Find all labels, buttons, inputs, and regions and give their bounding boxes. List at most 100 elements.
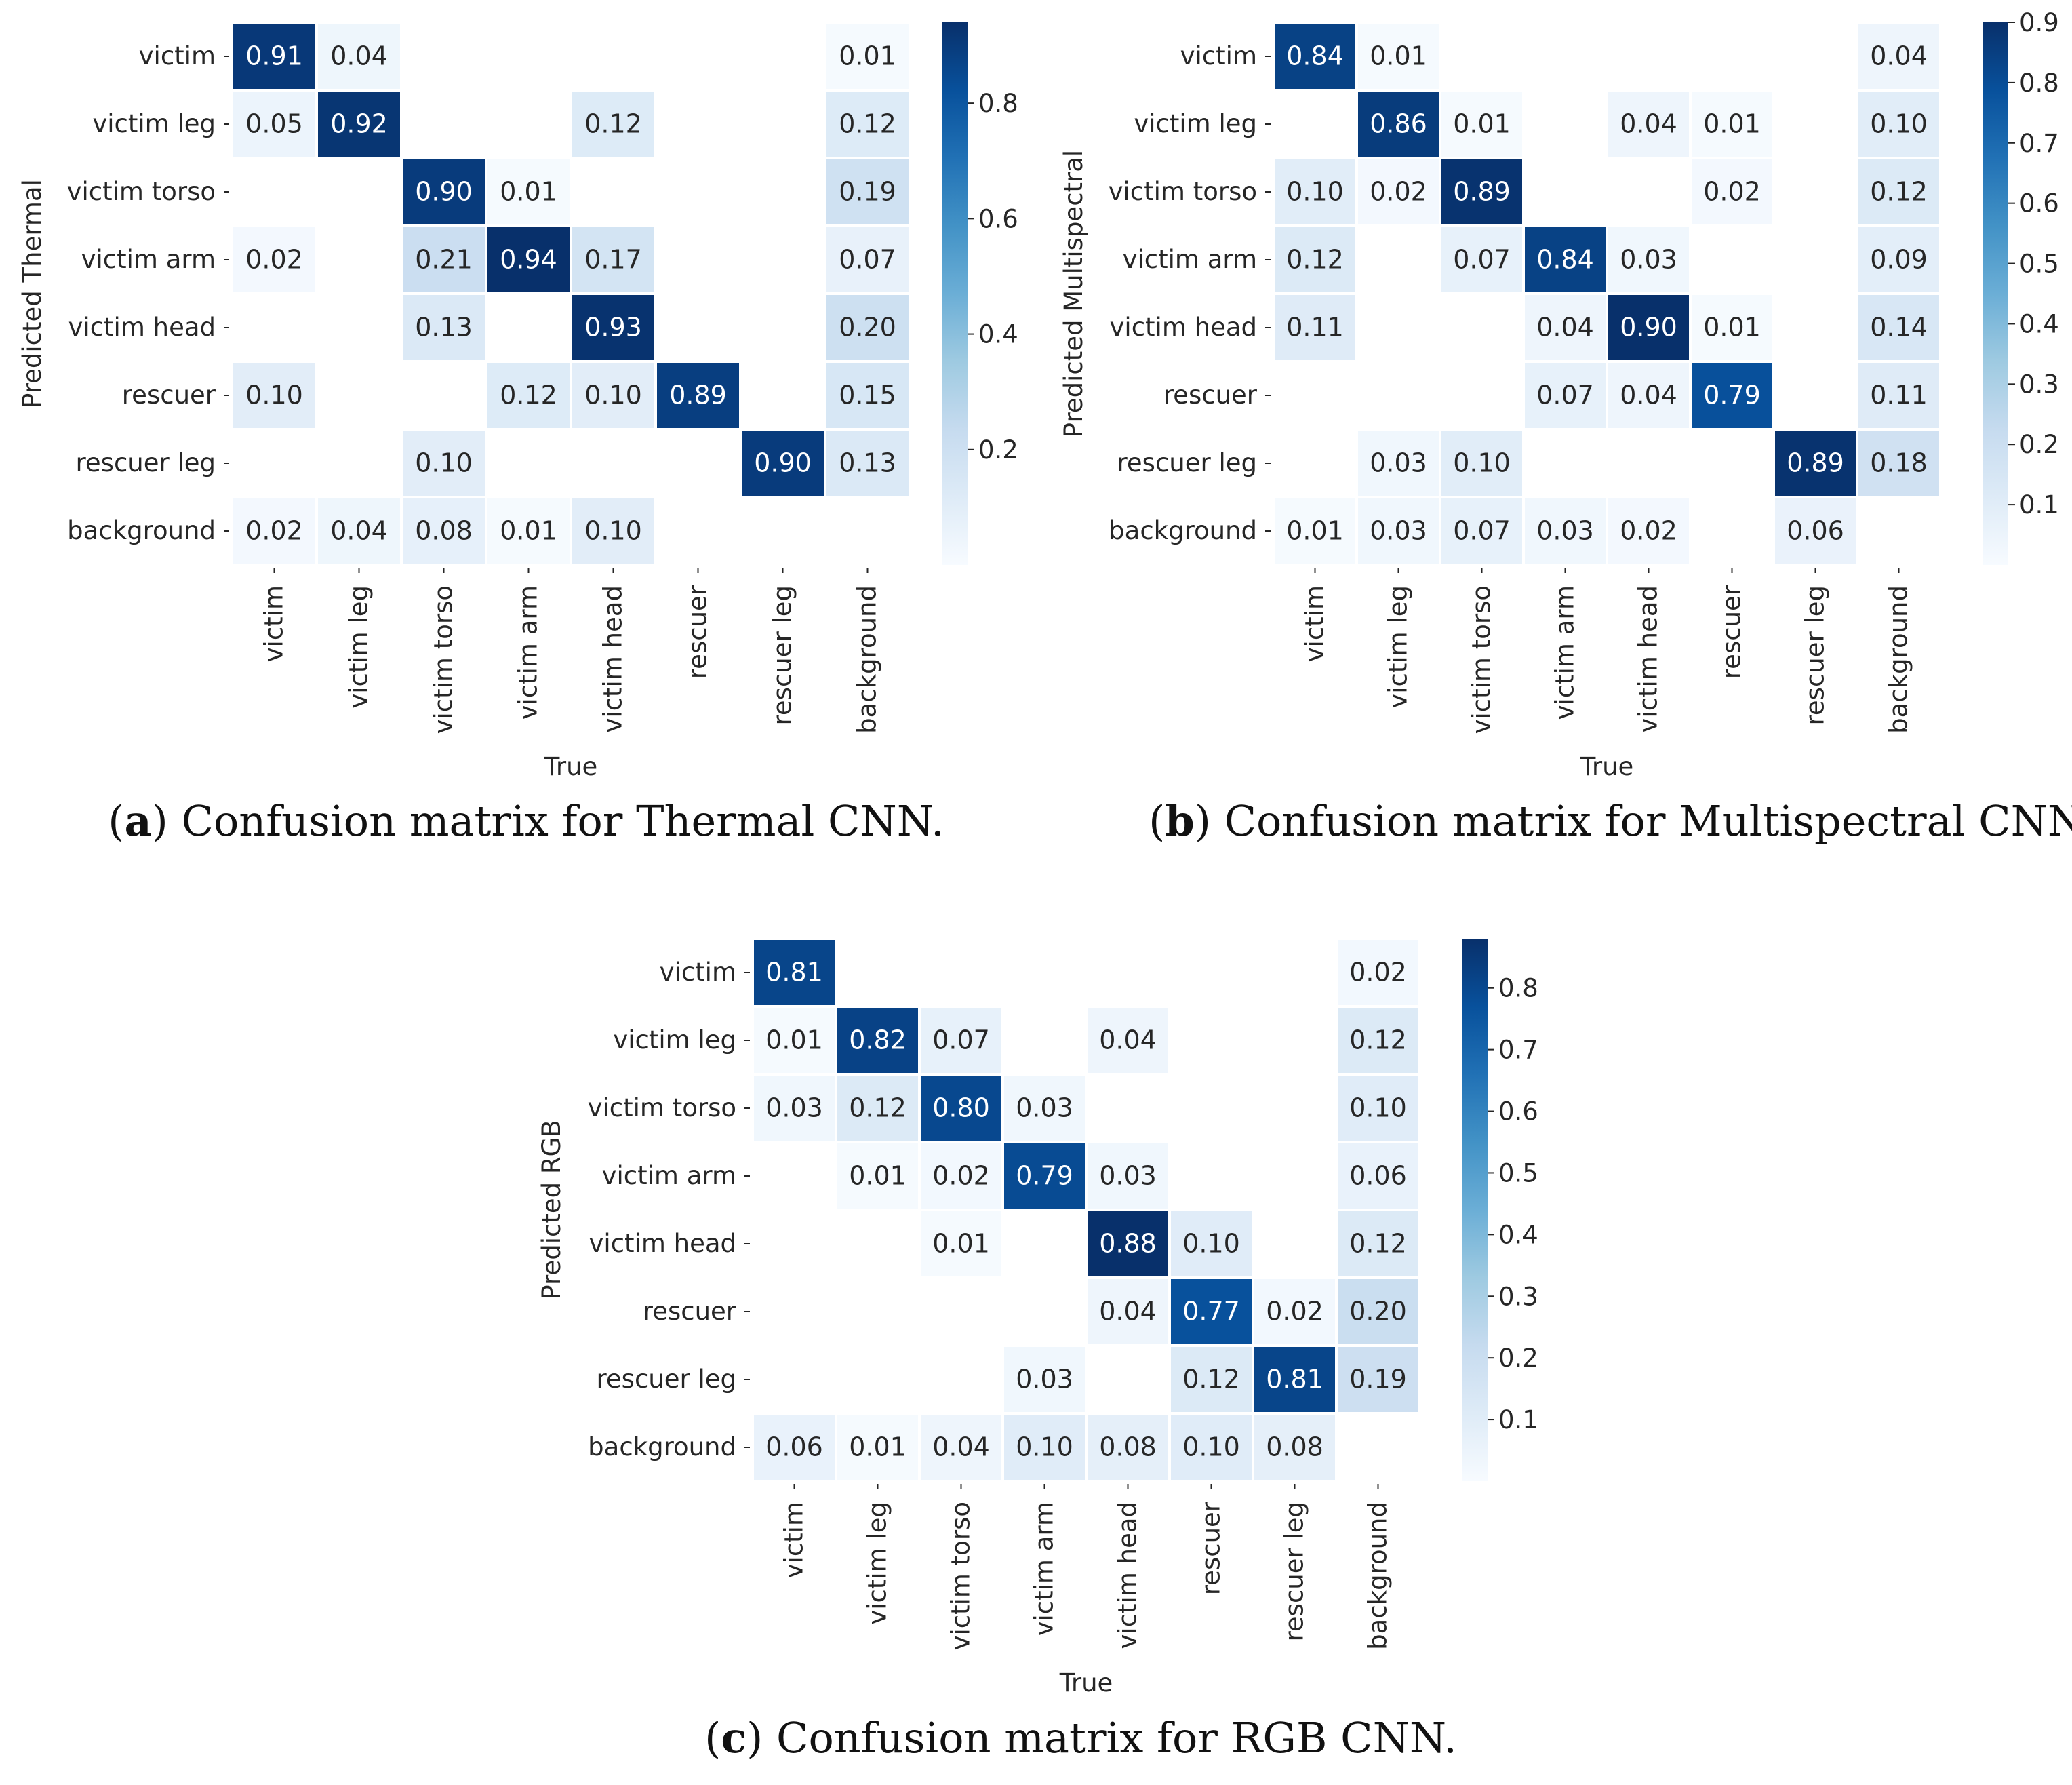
y-tick-label: victim leg (613, 1025, 736, 1055)
y-tick-label: victim torso (588, 1093, 736, 1122)
heatmap-cell (1858, 92, 1939, 157)
heatmap-cell (1338, 1143, 1418, 1209)
heatmap-cell (1171, 1211, 1252, 1276)
colorbar-tick-label: 0.2 (978, 435, 1018, 465)
heatmap-cell (1088, 1211, 1168, 1276)
cell-value-label: 0.12 (584, 109, 642, 139)
heatmap-cell (1692, 92, 1772, 157)
panel-letter: a (124, 796, 151, 846)
cell-value-label: 0.13 (839, 448, 896, 478)
cell-value-label: 0.01 (500, 177, 557, 207)
heatmap-cell (1004, 1143, 1085, 1209)
x-axis-label: True (1580, 752, 1634, 781)
heatmap-cell (1525, 498, 1606, 564)
cell-value-label: 0.10 (1349, 1093, 1407, 1123)
heatmap-cell (921, 1143, 1001, 1209)
x-tick-label: victim leg (1384, 585, 1413, 709)
heatmap-cell (1608, 295, 1689, 360)
cell-value-label: 0.03 (1620, 245, 1677, 275)
cell-value-label: 0.02 (1349, 958, 1407, 987)
y-tick-label: victim head (68, 313, 216, 342)
heatmap-cell (754, 1415, 835, 1480)
colorbar-tick-label: 0.6 (1498, 1097, 1538, 1126)
heatmap-cell (754, 940, 835, 1005)
cell-value-label: 0.81 (1266, 1365, 1323, 1394)
heatmap-cell (837, 1076, 918, 1141)
heatmap-cell (1858, 159, 1939, 224)
heatmap-cell (1004, 1415, 1085, 1480)
heatmap-cell (921, 1008, 1001, 1073)
cell-value-label: 0.04 (1620, 109, 1677, 139)
panel-letter: b (1165, 796, 1194, 846)
heatmap-cell (1692, 295, 1772, 360)
cell-value-label: 0.08 (1266, 1432, 1323, 1462)
cell-value-label: 0.12 (849, 1093, 906, 1123)
cell-value-label: 0.02 (1620, 516, 1677, 546)
cell-value-label: 0.12 (500, 380, 557, 410)
heatmap-cell (1088, 1279, 1168, 1344)
colorbar-tick-label: 0.7 (2019, 129, 2059, 158)
y-tick-label: victim leg (92, 109, 216, 138)
colorbar (942, 22, 968, 565)
heatmap-cell (1275, 227, 1355, 292)
heatmap-cell (1338, 1347, 1418, 1412)
heatmap-cell (403, 159, 485, 224)
cell-value-label: 0.12 (839, 109, 896, 139)
colorbar-tick-label: 0.7 (1498, 1036, 1538, 1065)
cell-value-label: 0.90 (1620, 313, 1677, 342)
heatmap-cell (826, 227, 909, 292)
cell-value-label: 0.03 (1536, 516, 1594, 546)
colorbar-tick-label: 0.5 (1498, 1158, 1538, 1188)
cell-value-label: 0.06 (1787, 516, 1844, 546)
heatmap-cell (1608, 92, 1689, 157)
y-tick-label: victim (660, 958, 736, 987)
cell-value-label: 0.04 (1099, 1297, 1157, 1327)
heatmap-cell (233, 92, 315, 157)
cell-value-label: 0.89 (669, 380, 727, 410)
colorbar-tick-label: 0.4 (2019, 309, 2059, 338)
x-tick-label: victim head (1113, 1502, 1142, 1649)
heatmap-cell (1358, 431, 1439, 496)
x-tick-label: rescuer (683, 585, 713, 679)
cell-value-label: 0.01 (500, 516, 557, 546)
heatmap-cell (572, 92, 654, 157)
heatmap-cell (318, 498, 400, 564)
heatmap-cell (826, 24, 909, 89)
cell-value-label: 0.07 (1453, 516, 1511, 546)
x-axis-label: True (544, 752, 598, 781)
y-tick-label: victim leg (1134, 109, 1257, 138)
heatmap-cell (487, 498, 570, 564)
x-tick-label: victim leg (344, 585, 374, 709)
cell-value-label: 0.03 (1016, 1093, 1073, 1123)
heatmap-cell (657, 363, 739, 428)
colorbar-tick-label: 0.8 (978, 89, 1018, 118)
heatmap-cell (1088, 1415, 1168, 1480)
cell-value-label: 0.01 (765, 1025, 823, 1055)
cell-value-label: 0.06 (765, 1432, 823, 1462)
cell-value-label: 0.90 (754, 448, 812, 478)
cell-value-label: 0.92 (330, 109, 388, 139)
y-axis-label: Predicted Thermal (18, 179, 47, 408)
heatmap-cell (1358, 498, 1439, 564)
heatmap-cell (233, 24, 315, 89)
cell-value-label: 0.09 (1870, 245, 1928, 275)
heatmap-panel-c: 0.81 0.020.01 0.82 0.07 0.04 0.120.03 0.12 0.80… (537, 939, 1538, 1763)
cell-value-label: 0.19 (1349, 1365, 1407, 1394)
heatmap-cell (1775, 431, 1856, 496)
heatmap-cell (487, 159, 570, 224)
x-tick-label: rescuer (1717, 585, 1747, 679)
cell-value-label: 0.07 (932, 1025, 990, 1055)
heatmap-cell (572, 498, 654, 564)
x-tick-label: background (1363, 1502, 1393, 1650)
cell-value-label: 0.02 (1370, 177, 1427, 207)
heatmap-cell (1441, 227, 1522, 292)
x-tick-label: victim torso (947, 1502, 976, 1650)
cell-value-label: 0.10 (245, 380, 303, 410)
y-tick-label: victim torso (67, 177, 216, 206)
cell-value-label: 0.19 (839, 177, 896, 207)
y-tick-label: rescuer leg (597, 1365, 737, 1394)
heatmap-cell (1088, 1008, 1168, 1073)
x-tick-label: victim (780, 1502, 809, 1578)
heatmap-cell (1338, 940, 1418, 1005)
